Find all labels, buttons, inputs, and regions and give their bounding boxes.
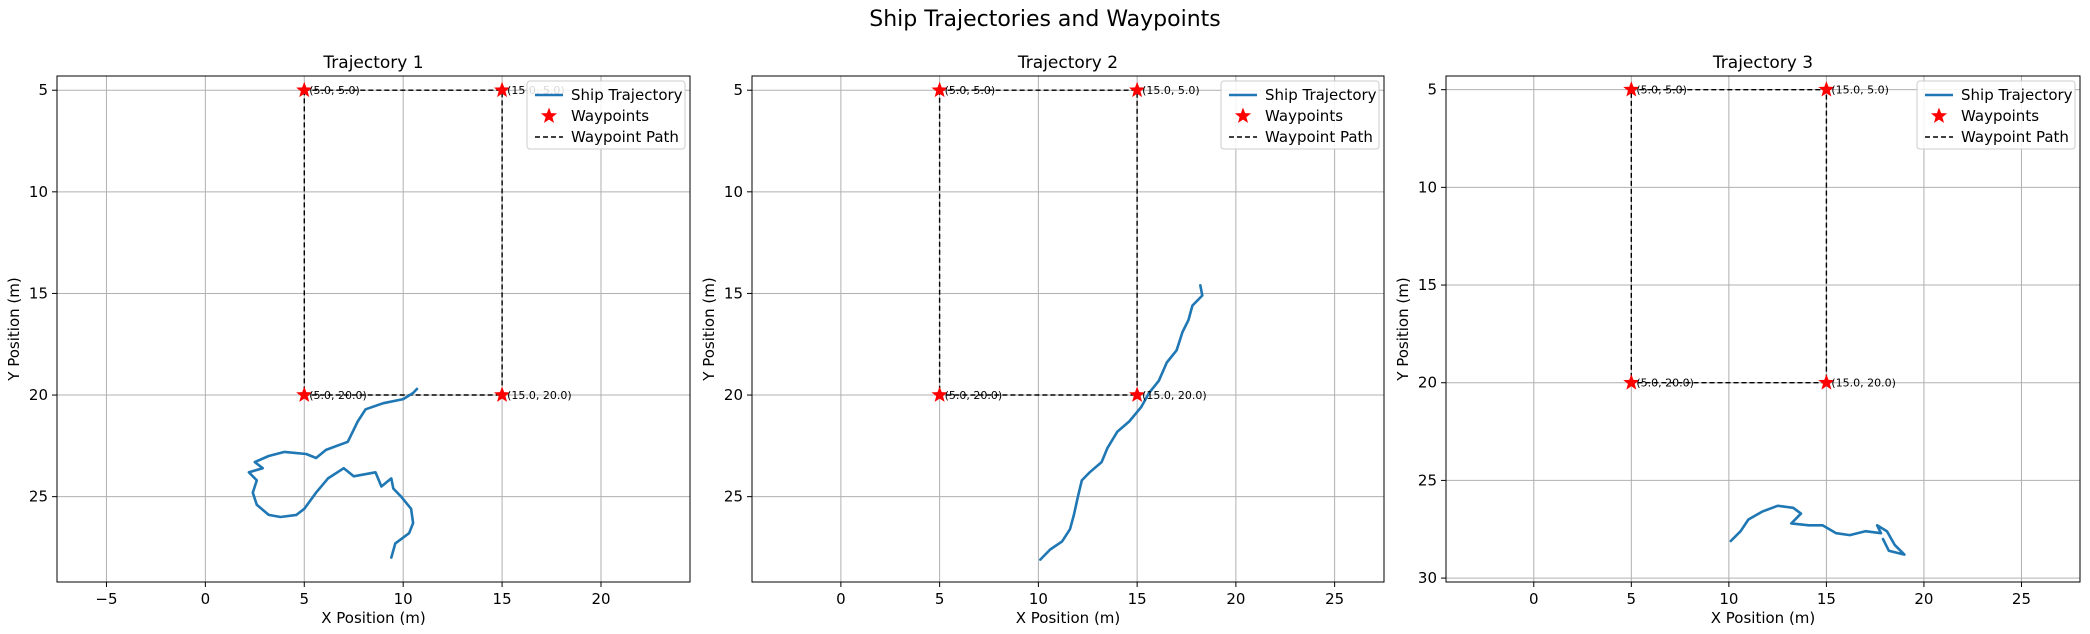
waypoint-star-marker: [1129, 386, 1146, 402]
x-axis-label: X Position (m): [1016, 609, 1121, 627]
y-tick-label: 15: [29, 284, 48, 302]
legend-box: [1220, 80, 1380, 150]
x-tick-label: −5: [95, 590, 117, 608]
legend-box: [1916, 80, 2076, 150]
legend-waypoint-swatch: [540, 107, 558, 123]
figure-title: Ship Trajectories and Waypoints: [869, 7, 1220, 32]
waypoint-annotation: (5.0, 5.0): [945, 84, 996, 97]
waypoint-annotation: (5.0, 20.0): [1636, 377, 1694, 390]
waypoint-annotation: (5.0, 20.0): [309, 389, 367, 402]
y-tick-label: 20: [1418, 374, 1437, 392]
x-tick-label: 15: [1817, 590, 1836, 608]
x-tick-label: 15: [493, 590, 512, 608]
y-tick-label: 15: [1418, 276, 1437, 294]
y-tick-label: 5: [38, 81, 48, 99]
x-tick-label: 25: [1325, 590, 1344, 608]
x-tick-label: 20: [591, 590, 610, 608]
legend-waypoints-label: Waypoints: [1265, 107, 1343, 125]
y-axis-label: Y Position (m): [1394, 277, 1412, 381]
x-tick-label: 5: [935, 590, 945, 608]
legend-box: [526, 80, 686, 150]
ship-trajectory-line: [247, 387, 419, 559]
legend: Ship Trajectory Waypoints Waypoint Path: [526, 80, 686, 150]
axes-frame: [1445, 75, 2081, 583]
legend-trajectory-label: Ship Trajectory: [1961, 86, 2073, 104]
waypoint-star-marker: [1818, 374, 1835, 390]
x-tick-label: 20: [1226, 590, 1245, 608]
y-tick-label: 25: [724, 488, 743, 506]
y-axis-label: Y Position (m): [5, 277, 23, 381]
waypoint-star-marker: [493, 386, 511, 402]
x-tick-label: 20: [1914, 590, 1933, 608]
waypoint-annotation: (5.0, 5.0): [1636, 84, 1687, 97]
waypoint-star-marker: [493, 81, 511, 98]
legend-waypoint-swatch: [1930, 107, 1948, 123]
y-tick-label: 5: [733, 81, 743, 99]
y-axis-label: Y Position (m): [700, 277, 718, 381]
waypoint-annotation: (15.0, 20.0): [1142, 389, 1207, 402]
x-axis-label: X Position (m): [321, 609, 426, 627]
ship-trajectory-line: [1729, 504, 1906, 556]
x-axis-label: X Position (m): [1711, 609, 1816, 627]
x-tick-label: 10: [1719, 590, 1738, 608]
y-tick-label: 25: [1418, 471, 1437, 489]
x-tick-label: 0: [836, 590, 846, 608]
legend: Ship Trajectory Waypoints Waypoint Path: [1220, 80, 1380, 150]
y-tick-label: 20: [29, 386, 48, 404]
x-tick-label: 10: [1029, 590, 1048, 608]
waypoint-path-line: [938, 89, 1138, 396]
waypoint-annotation: (15.0, 5.0): [1142, 84, 1200, 97]
legend-path-label: Waypoint Path: [1961, 128, 2069, 146]
x-tick-label: 25: [2012, 590, 2031, 608]
waypoint-path-line: [303, 89, 503, 396]
legend-waypoint-swatch: [1234, 107, 1252, 123]
legend-path-label: Waypoint Path: [571, 128, 679, 146]
waypoint-star-marker: [1818, 81, 1835, 97]
waypoint-annotation: (15.0, 20.0): [1831, 377, 1896, 390]
waypoint-annotation: (5.0, 20.0): [945, 389, 1003, 402]
subplot-title: Trajectory 1: [322, 53, 423, 73]
x-tick-label: 10: [394, 590, 413, 608]
subplot-3: 0 5 10 15 20 25 5 10 15 20 25 30 (5.0, 5.0) (15.0, 5.…: [1394, 53, 2081, 627]
x-tick-label: 5: [1627, 590, 1637, 608]
subplot-2: 0 5 10 15 20 25 5 10 15 20 25 (5.0, 5.0) (15.0, 5.0)…: [700, 53, 1385, 627]
waypoint-annotation: (15.0, 5.0): [1831, 84, 1889, 97]
y-tick-label: 5: [1427, 81, 1437, 99]
x-tick-label: 0: [201, 590, 211, 608]
x-tick-label: 0: [1529, 590, 1539, 608]
x-tick-label: 5: [299, 590, 309, 608]
waypoint-star-marker: [1129, 81, 1146, 98]
waypoint-star-marker: [1623, 374, 1640, 390]
axes-frame: [56, 75, 691, 583]
y-tick-label: 25: [29, 488, 48, 506]
x-tick-label: 15: [1128, 590, 1147, 608]
axes-frame: [751, 75, 1385, 583]
waypoint-annotation: (15.0, 20.0): [507, 389, 572, 402]
waypoint-star-marker: [296, 386, 313, 402]
waypoint-annotation: (5.0, 5.0): [309, 84, 360, 97]
y-tick-label: 10: [724, 183, 743, 201]
legend-path-label: Waypoint Path: [1265, 128, 1373, 146]
legend: Ship Trajectory Waypoints Waypoint Path: [1916, 80, 2076, 150]
ship-trajectory-line: [1039, 283, 1204, 561]
subplot-title: Trajectory 3: [1712, 53, 1813, 73]
legend-trajectory-label: Ship Trajectory: [571, 86, 683, 104]
y-tick-label: 10: [1418, 178, 1437, 196]
legend-waypoints-label: Waypoints: [1961, 107, 2039, 125]
y-tick-label: 15: [724, 284, 743, 302]
waypoint-star-marker: [1623, 81, 1640, 97]
waypoint-star-marker: [931, 81, 948, 98]
legend-waypoints-label: Waypoints: [571, 107, 649, 125]
waypoint-star-marker: [931, 386, 948, 402]
y-tick-label: 30: [1418, 569, 1437, 587]
subplot-title: Trajectory 2: [1017, 53, 1118, 73]
legend-trajectory-label: Ship Trajectory: [1265, 86, 1377, 104]
y-tick-label: 10: [29, 183, 48, 201]
y-tick-label: 20: [724, 386, 743, 404]
waypoint-star-marker: [296, 81, 313, 98]
